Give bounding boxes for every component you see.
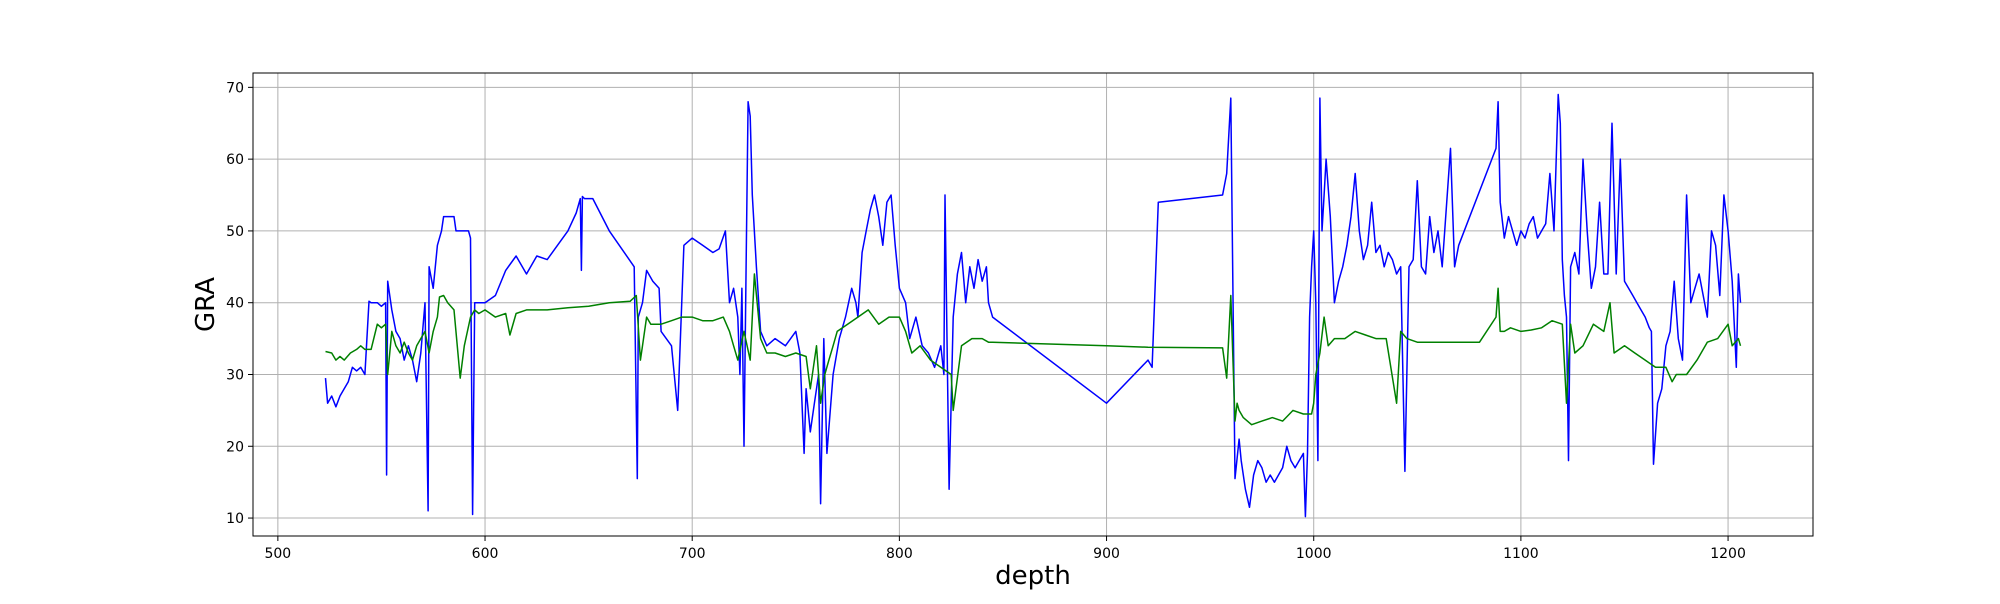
- y-tick-label: 30: [226, 367, 244, 383]
- y-tick-label: 50: [226, 224, 244, 240]
- series-line-2: [325, 273, 1742, 426]
- y-tick-label: 20: [226, 439, 244, 455]
- y-axis-label: GRA: [191, 277, 221, 332]
- x-axis-ticks: 500 600 700 800 900 1000 1100 1200: [264, 536, 1746, 562]
- series-layer: [324, 93, 1742, 518]
- x-tick-label: 900: [1093, 546, 1120, 562]
- plot-area-frame: [252, 72, 1814, 537]
- y-tick-label: 10: [226, 511, 244, 527]
- series-line-1: [324, 93, 1742, 518]
- y-tick-label: 60: [226, 152, 244, 168]
- x-tick-label: 500: [264, 546, 291, 562]
- x-tick-label: 1200: [1710, 546, 1746, 562]
- x-tick-label: 700: [679, 546, 706, 562]
- y-tick-label: 40: [226, 296, 244, 312]
- y-axis-ticks: 10 20 30 40 50 60 70: [226, 80, 253, 527]
- x-tick-label: 1000: [1296, 546, 1332, 562]
- y-tick-label: 70: [226, 80, 244, 96]
- x-tick-label: 800: [886, 546, 913, 562]
- x-tick-label: 600: [472, 546, 499, 562]
- x-tick-label: 1100: [1503, 546, 1539, 562]
- x-axis-label: depth: [995, 561, 1071, 591]
- grid: [253, 73, 1813, 536]
